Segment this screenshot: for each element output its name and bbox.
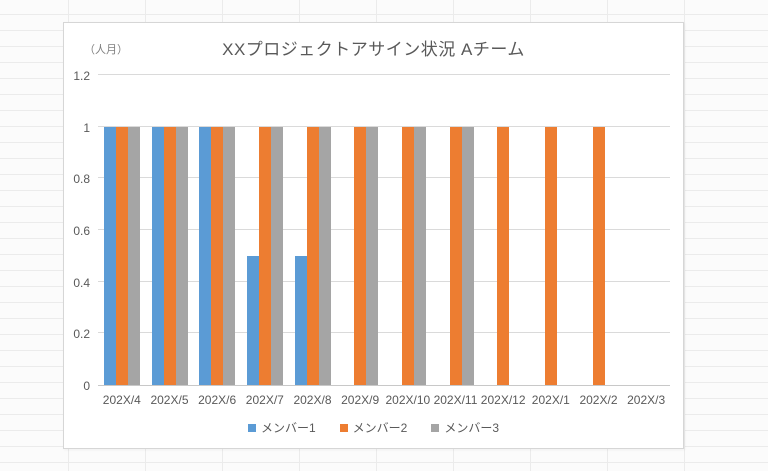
bar-メンバー2-202X/7[interactable] <box>258 126 271 385</box>
bar-メンバー2-202X/9[interactable] <box>354 126 367 385</box>
assignment-status-chart[interactable]: （人月） XXプロジェクトアサイン状況 Aチーム 0 0.2 0.4 0.6 0.8 1 1… <box>63 22 684 449</box>
gridline <box>98 332 670 334</box>
bar-メンバー2-202X/2[interactable] <box>592 126 605 385</box>
legend-label: メンバー2 <box>352 421 408 435</box>
bar-メンバー3-202X/8[interactable] <box>318 126 331 385</box>
bar-メンバー3-202X/11[interactable] <box>461 126 474 385</box>
bar-メンバー2-202X/6[interactable] <box>211 126 224 385</box>
x-tick-label: 202X/6 <box>198 393 237 407</box>
legend-marker-icon <box>339 423 348 432</box>
x-tick-label: 202X/12 <box>480 393 526 407</box>
bar-メンバー1-202X/4[interactable] <box>103 126 116 385</box>
bar-メンバー3-202X/7[interactable] <box>270 126 283 385</box>
plot-area[interactable] <box>98 74 670 386</box>
bar-メンバー2-202X/12[interactable] <box>497 126 510 385</box>
legend-label: メンバー3 <box>444 421 500 435</box>
bar-メンバー1-202X/8[interactable] <box>294 255 307 385</box>
x-tick-label: 202X/3 <box>627 393 666 407</box>
bar-メンバー2-202X/1[interactable] <box>544 126 557 385</box>
gridline <box>98 74 670 75</box>
legend-marker-icon <box>431 423 440 432</box>
y-tick-label: 0.8 <box>73 172 90 187</box>
gridline <box>98 229 670 230</box>
y-tick-label: 1.2 <box>73 69 90 83</box>
gridline <box>98 177 670 179</box>
x-tick-label: 202X/9 <box>341 393 380 407</box>
legend-marker-icon <box>247 423 256 432</box>
y-tick-label: 0 <box>83 379 90 393</box>
y-axis[interactable]: 0 0.2 0.4 0.6 0.8 1 1.2 <box>64 69 90 393</box>
legend-item-メンバー2[interactable]: メンバー2 <box>339 419 408 436</box>
y-tick-label: 0.2 <box>73 327 90 342</box>
gridline <box>98 125 670 127</box>
x-tick-label: 202X/2 <box>579 393 618 407</box>
bar-メンバー3-202X/9[interactable] <box>366 126 379 385</box>
bar-メンバー1-202X/7[interactable] <box>246 255 259 385</box>
bar-メンバー3-202X/6[interactable] <box>223 126 236 385</box>
bar-メンバー3-202X/10[interactable] <box>413 126 426 385</box>
bar-メンバー2-202X/11[interactable] <box>449 126 462 385</box>
y-tick-label: 0.4 <box>73 275 90 290</box>
x-tick-label: 202X/5 <box>150 393 189 407</box>
bar-メンバー2-202X/10[interactable] <box>401 126 414 385</box>
bar-メンバー3-202X/4[interactable] <box>127 126 140 385</box>
bar-メンバー2-202X/4[interactable] <box>115 126 128 385</box>
legend-item-メンバー3[interactable]: メンバー3 <box>431 419 499 436</box>
y-tick-label: 1 <box>83 120 90 135</box>
x-tick-label: 202X/10 <box>385 393 431 407</box>
bar-メンバー2-202X/8[interactable] <box>306 126 319 385</box>
gridline <box>98 280 670 282</box>
bar-メンバー1-202X/5[interactable] <box>151 126 164 385</box>
y-axis-unit-label: （人月） <box>84 44 128 56</box>
chart-legend[interactable]: メンバー1 メンバー2 メンバー3 <box>64 419 683 436</box>
x-tick-label: 202X/1 <box>531 393 570 407</box>
x-tick-label: 202X/7 <box>245 393 284 407</box>
x-tick-label: 202X/4 <box>102 393 141 407</box>
bar-メンバー3-202X/5[interactable] <box>175 126 188 385</box>
x-tick-label: 202X/11 <box>433 393 478 407</box>
x-tick-label: 202X/8 <box>293 393 332 407</box>
bar-メンバー2-202X/5[interactable] <box>163 126 176 385</box>
bar-メンバー1-202X/6[interactable] <box>199 126 212 385</box>
legend-label: メンバー1 <box>260 421 316 435</box>
legend-item-メンバー1[interactable]: メンバー1 <box>247 419 316 436</box>
chart-title[interactable]: XXプロジェクトアサイン状況 Aチーム <box>222 40 525 59</box>
y-tick-label: 0.6 <box>73 224 90 238</box>
x-axis[interactable]: 202X/4 202X/5 202X/6 202X/7 202X/8 202X/9 202X… <box>98 393 670 409</box>
